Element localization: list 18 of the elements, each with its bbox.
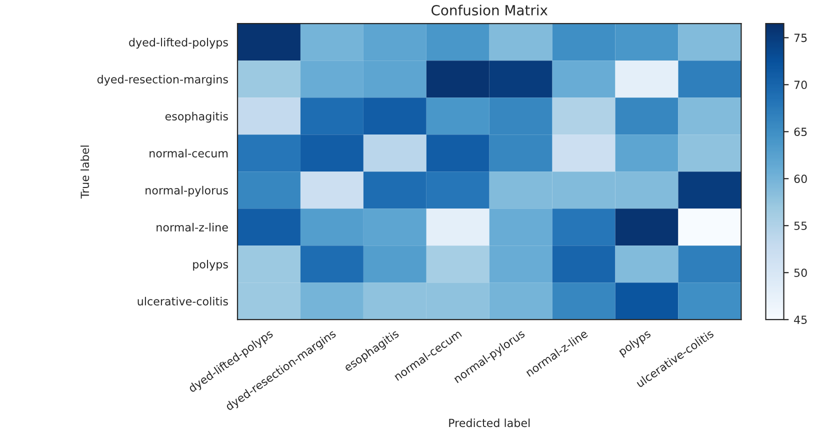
y-tick-label: normal-cecum <box>150 148 228 158</box>
color-bar-label: 60 <box>794 174 807 184</box>
color-bar-label: 65 <box>794 128 807 136</box>
color-bar-label: 75 <box>794 34 807 42</box>
y-tick-label: dyed-lifted-polyps <box>129 38 228 49</box>
y-axis-title: True label <box>80 146 90 199</box>
y-tick-label: ulcerative-colitis <box>138 296 228 306</box>
y-tick-label: normal-z-line <box>156 222 228 232</box>
color-bar-label: 55 <box>794 222 807 230</box>
color-bar-label: 45 <box>794 316 807 324</box>
color-bar-label: 50 <box>794 268 807 277</box>
y-tick-label: polyps <box>193 260 228 271</box>
x-axis-title: Predicted label <box>449 418 530 428</box>
color-bar-label: 70 <box>794 80 807 90</box>
chart-title: Confusion Matrix <box>432 4 548 16</box>
y-tick-label: dyed-resection-margins <box>97 74 228 86</box>
y-tick-label: esophagitis <box>165 112 228 123</box>
y-tick-label: normal-pylorus <box>146 186 228 197</box>
